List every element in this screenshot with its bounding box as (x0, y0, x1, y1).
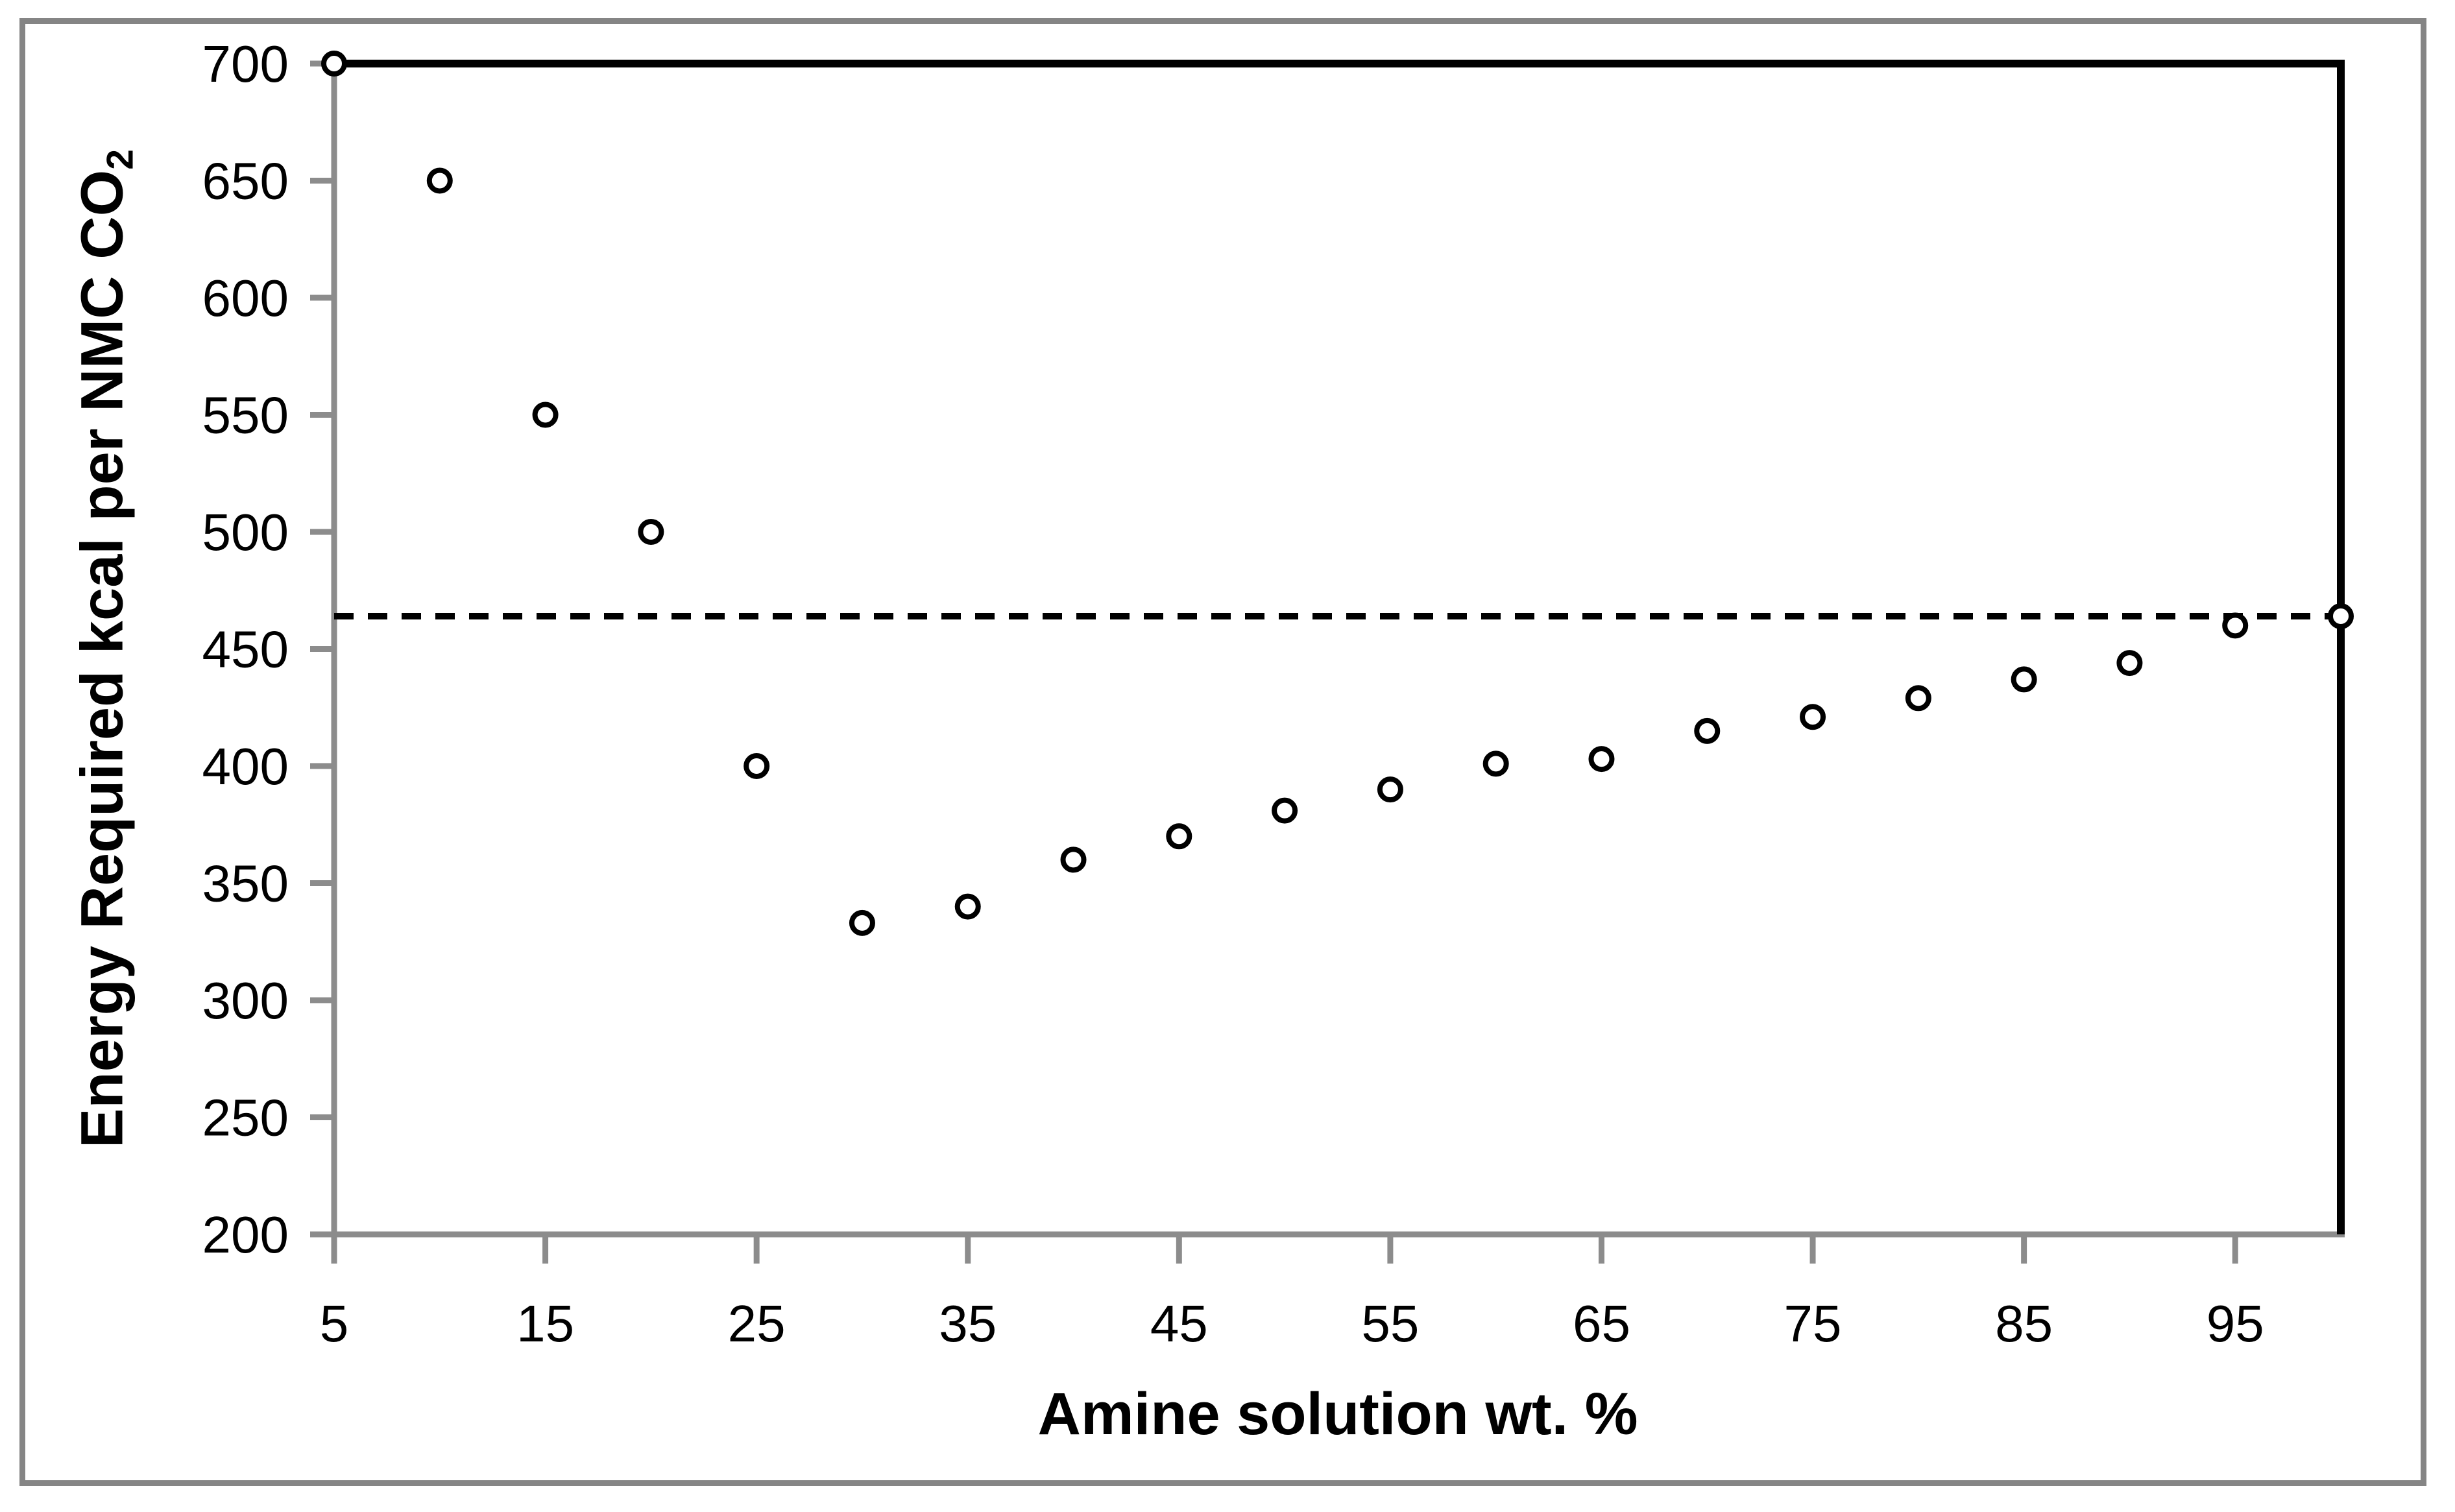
data-point (2222, 612, 2249, 639)
x-tick-label: 25 (728, 1295, 786, 1352)
data-point (1272, 797, 1298, 824)
data-point (2328, 603, 2354, 629)
y-axis-title-subscript: 2 (99, 149, 141, 170)
x-tick-label: 65 (1573, 1295, 1630, 1352)
data-point (744, 753, 770, 779)
data-point (2116, 650, 2143, 677)
data-point (1588, 746, 1615, 773)
data-point (638, 519, 664, 545)
y-tick-label: 450 (202, 621, 289, 678)
y-tick-label: 550 (202, 387, 289, 444)
y-tick-label: 200 (202, 1206, 289, 1264)
y-axis-title-text: Energy Required kcal per NMC CO (69, 169, 136, 1148)
x-tick-label: 45 (1150, 1295, 1208, 1352)
x-tick-label: 5 (320, 1295, 349, 1352)
data-point (321, 51, 347, 77)
y-tick-label: 700 (202, 35, 289, 93)
data-point (2011, 666, 2037, 693)
x-tick-label: 75 (1784, 1295, 1842, 1352)
x-tick-label: 35 (939, 1295, 997, 1352)
data-point (954, 893, 981, 920)
y-tick-label: 250 (202, 1089, 289, 1147)
y-tick-label: 500 (202, 503, 289, 561)
y-tick-label: 650 (202, 152, 289, 210)
y-tick-label: 300 (202, 972, 289, 1029)
y-tick-label: 600 (202, 269, 289, 327)
y-axis-title: Energy Required kcal per NMC CO2 (69, 149, 142, 1148)
y-tick-label: 400 (202, 738, 289, 795)
x-axis-title: Amine solution wt. % (1037, 1381, 1638, 1447)
x-tick-label: 95 (2207, 1295, 2264, 1352)
data-point (426, 167, 453, 194)
data-point (1482, 750, 1509, 777)
x-tick-label: 15 (516, 1295, 574, 1352)
data-point (1694, 717, 1721, 744)
data-point (1166, 823, 1192, 850)
data-point (1060, 846, 1087, 873)
data-point (1800, 704, 1826, 730)
y-tick-label: 350 (202, 855, 289, 913)
data-point (1905, 685, 1931, 712)
data-point (1377, 776, 1403, 803)
x-tick-label: 55 (1361, 1295, 1419, 1352)
data-point (532, 402, 559, 428)
data-point (849, 909, 875, 936)
x-tick-label: 85 (1995, 1295, 2053, 1352)
